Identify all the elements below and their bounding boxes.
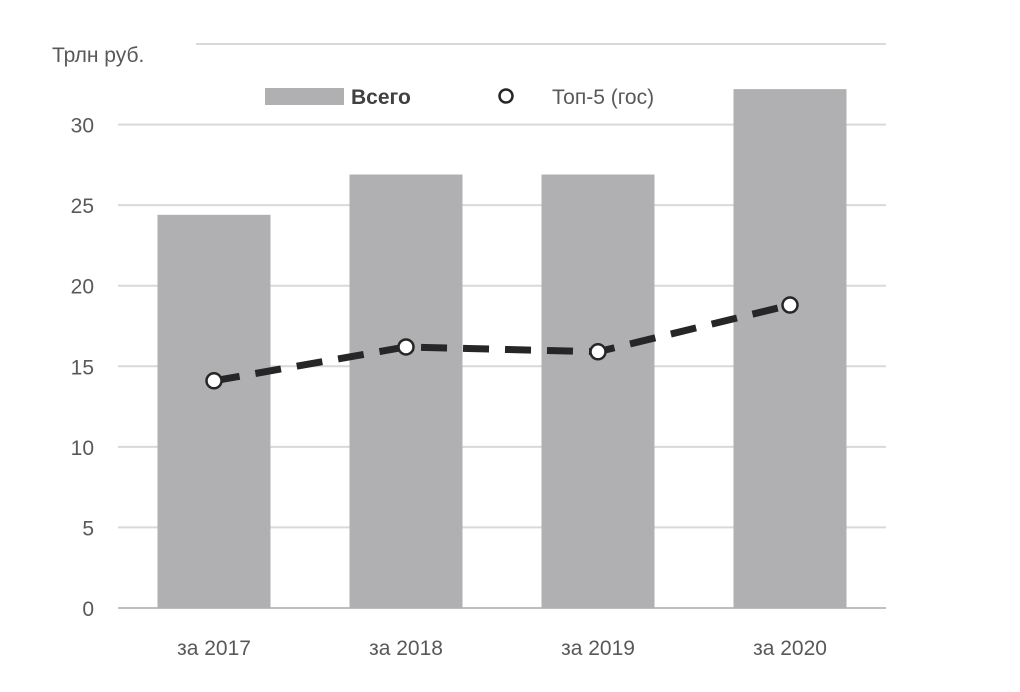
line-point <box>205 372 223 390</box>
x-tick-label: за 2017 <box>177 637 251 660</box>
legend-marker-top5 <box>498 88 514 104</box>
x-tick-label: за 2020 <box>753 637 827 660</box>
y-tick-label: 25 <box>71 195 94 218</box>
bars-series <box>157 89 847 609</box>
legend: Всего Топ-5 (гос) <box>265 86 654 109</box>
y-tick-label: 15 <box>71 356 94 379</box>
line-point <box>781 296 799 314</box>
y-axis-unit-label: Трлн руб. <box>52 44 144 67</box>
x-tick-label: за 2019 <box>561 637 635 660</box>
bar <box>349 174 463 609</box>
line-series <box>205 296 799 390</box>
x-tick-labels: за 2017 за 2018 за 2019 за 2020 <box>177 637 827 660</box>
legend-label-total: Всего <box>351 86 411 109</box>
x-tick-label: за 2018 <box>369 637 443 660</box>
y-tick-label: 10 <box>71 437 94 460</box>
line-point <box>589 343 607 361</box>
y-tick-label: 5 <box>82 517 94 540</box>
line-point <box>397 338 415 356</box>
legend-label-top5: Топ-5 (гос) <box>552 86 654 109</box>
bar <box>541 174 655 609</box>
y-tick-labels: 0 5 10 15 20 25 30 <box>71 115 94 621</box>
bar <box>733 89 847 609</box>
y-tick-label: 30 <box>71 115 94 138</box>
top5-line <box>213 301 791 385</box>
y-tick-label: 20 <box>71 276 94 299</box>
bar <box>157 214 271 608</box>
legend-swatch-total <box>265 88 344 105</box>
y-tick-label: 0 <box>82 598 94 621</box>
